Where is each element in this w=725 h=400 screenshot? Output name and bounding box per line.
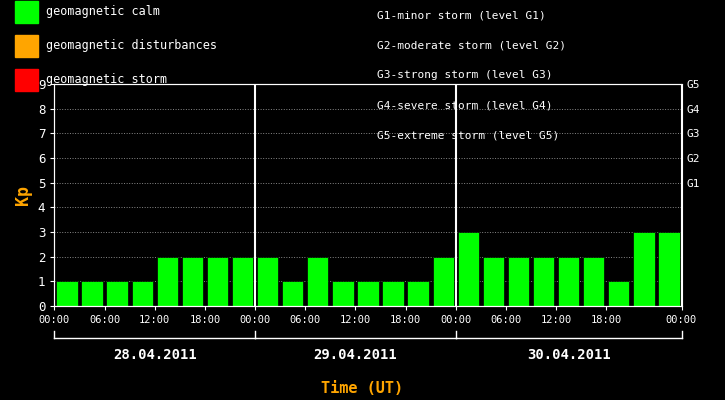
Bar <box>583 257 605 306</box>
Bar <box>357 281 378 306</box>
Text: 28.04.2011: 28.04.2011 <box>113 348 196 362</box>
Bar <box>307 257 328 306</box>
Text: G3-strong storm (level G3): G3-strong storm (level G3) <box>377 70 552 80</box>
Text: geomagnetic calm: geomagnetic calm <box>46 6 160 18</box>
Bar <box>558 257 579 306</box>
Bar <box>382 281 404 306</box>
Bar <box>207 257 228 306</box>
Bar <box>433 257 454 306</box>
Bar <box>483 257 504 306</box>
Bar <box>157 257 178 306</box>
Text: Time (UT): Time (UT) <box>321 381 404 396</box>
Bar <box>282 281 303 306</box>
Text: 29.04.2011: 29.04.2011 <box>313 348 397 362</box>
Bar <box>57 281 78 306</box>
Bar <box>232 257 253 306</box>
Bar <box>633 232 655 306</box>
Text: 30.04.2011: 30.04.2011 <box>527 348 610 362</box>
Text: geomagnetic disturbances: geomagnetic disturbances <box>46 40 218 52</box>
Text: geomagnetic storm: geomagnetic storm <box>46 74 167 86</box>
Text: G2-moderate storm (level G2): G2-moderate storm (level G2) <box>377 40 566 50</box>
Bar <box>457 232 479 306</box>
Text: G1-minor storm (level G1): G1-minor storm (level G1) <box>377 10 546 20</box>
Bar <box>131 281 153 306</box>
Text: G4-severe storm (level G4): G4-severe storm (level G4) <box>377 100 552 110</box>
Bar <box>257 257 278 306</box>
Text: G5-extreme storm (level G5): G5-extreme storm (level G5) <box>377 130 559 140</box>
Bar <box>407 281 428 306</box>
Bar <box>182 257 203 306</box>
Bar <box>332 281 354 306</box>
Bar <box>107 281 128 306</box>
Bar <box>533 257 554 306</box>
Y-axis label: Kp: Kp <box>14 185 33 205</box>
Bar <box>507 257 529 306</box>
Bar <box>658 232 679 306</box>
Bar <box>81 281 103 306</box>
Bar <box>608 281 629 306</box>
